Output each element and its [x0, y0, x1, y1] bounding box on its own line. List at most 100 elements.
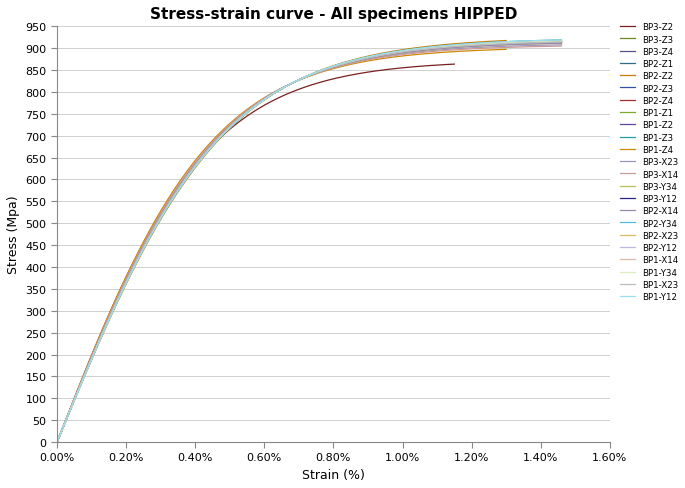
BP3-Z4 — [73, 390, 82, 396]
BP1-Y34 — [53, 439, 61, 445]
BP1-Z2 — [558, 40, 566, 46]
BP1-Z3 — [532, 39, 540, 44]
Line: BP3-X23: BP3-X23 — [57, 46, 562, 442]
BP1-Z1 — [147, 232, 155, 238]
BP3-Z4 — [53, 439, 61, 445]
BP3-X23 — [84, 364, 92, 370]
BP1-Y34 — [73, 390, 82, 396]
BP2-X14 — [147, 230, 155, 236]
BP1-X14 — [73, 390, 82, 396]
BP3-X23 — [532, 43, 540, 49]
BP3-Z3 — [558, 40, 566, 46]
Line: BP1-Z1: BP1-Z1 — [57, 42, 562, 442]
BP2-Y34 — [514, 41, 523, 46]
BP2-Z1 — [558, 40, 566, 46]
BP2-Y34 — [187, 169, 195, 175]
BP2-Y12 — [53, 439, 61, 445]
BP3-Z2 — [450, 62, 458, 68]
BP2-X23 — [502, 41, 510, 46]
BP1-Z4 — [502, 47, 510, 53]
BP2-X14 — [84, 365, 92, 371]
BP1-X14 — [532, 40, 540, 45]
BP1-Z1 — [514, 41, 523, 46]
BP2-Z3 — [84, 366, 92, 371]
BP3-X23 — [73, 389, 82, 395]
BP2-X23 — [136, 251, 145, 257]
BP1-Z1 — [73, 390, 82, 396]
BP1-X14 — [558, 39, 566, 45]
BP2-Z2 — [71, 396, 79, 402]
BP1-Z2 — [514, 41, 523, 47]
Y-axis label: Stress (Mpa): Stress (Mpa) — [7, 196, 20, 274]
BP3-Y34 — [532, 42, 540, 48]
BP2-Z4 — [532, 41, 540, 47]
BP3-Z3 — [73, 390, 82, 396]
BP2-Z2 — [80, 374, 88, 380]
BP3-Z3 — [187, 168, 195, 174]
BP3-X14 — [187, 165, 195, 171]
BP3-Z2 — [53, 439, 61, 445]
BP2-X14 — [187, 167, 195, 173]
BP2-Z3 — [147, 231, 155, 237]
BP3-Z2 — [77, 379, 85, 385]
BP2-X23 — [479, 41, 488, 47]
BP2-X23 — [80, 374, 88, 380]
BP2-Z2 — [464, 41, 472, 46]
BP3-Y12 — [84, 366, 92, 371]
BP3-X14 — [147, 228, 155, 234]
Line: BP2-Z4: BP2-Z4 — [57, 44, 562, 442]
BP1-Y34 — [187, 169, 195, 175]
BP3-Z4 — [514, 41, 523, 47]
BP3-Y12 — [187, 168, 195, 174]
BP1-Y12 — [84, 366, 92, 372]
BP3-Y34 — [53, 439, 61, 445]
BP3-Y12 — [532, 41, 540, 46]
BP3-Y34 — [73, 389, 82, 395]
BP2-Z4 — [558, 41, 566, 47]
Legend: BP3-Z2, BP3-Z3, BP3-Z4, BP2-Z1, BP2-Z2, BP2-Z3, BP2-Z4, BP1-Z1, BP1-Z2, BP1-Z3, : BP3-Z2, BP3-Z3, BP3-Z4, BP2-Z1, BP2-Z2, … — [620, 23, 678, 302]
BP1-Z2 — [147, 231, 155, 237]
BP2-Y34 — [532, 40, 540, 45]
BP2-Y34 — [84, 366, 92, 372]
BP3-X23 — [514, 44, 523, 50]
BP3-Y12 — [147, 231, 155, 237]
BP1-X23 — [187, 168, 195, 174]
BP3-Y12 — [558, 40, 566, 46]
BP2-Z3 — [53, 439, 61, 445]
BP1-Z2 — [73, 390, 82, 396]
X-axis label: Strain (%): Strain (%) — [302, 468, 365, 481]
BP3-Z2 — [430, 63, 438, 69]
BP3-Z2 — [69, 399, 77, 405]
BP3-Y34 — [558, 41, 566, 47]
Line: BP2-Z2: BP2-Z2 — [57, 41, 506, 442]
BP1-X23 — [84, 366, 92, 371]
BP1-Z4 — [136, 245, 145, 251]
BP2-Y34 — [147, 232, 155, 238]
BP2-Y34 — [73, 390, 82, 396]
BP2-Z1 — [53, 439, 61, 445]
BP2-Y12 — [147, 231, 155, 237]
Line: BP1-Z4: BP1-Z4 — [57, 50, 506, 442]
BP2-Z2 — [173, 191, 181, 197]
BP1-X23 — [514, 41, 523, 47]
BP3-X14 — [53, 439, 61, 445]
Line: BP2-X14: BP2-X14 — [57, 44, 562, 442]
BP3-X14 — [73, 388, 82, 394]
BP2-Z2 — [502, 39, 510, 44]
BP1-X14 — [514, 41, 523, 46]
Line: BP2-Y34: BP2-Y34 — [57, 42, 562, 442]
BP1-Z4 — [71, 393, 79, 399]
BP1-X23 — [53, 439, 61, 445]
BP3-Z3 — [514, 41, 523, 47]
BP2-Z3 — [73, 390, 82, 396]
BP1-Z3 — [73, 390, 82, 396]
BP2-Z4 — [84, 365, 92, 371]
BP2-Z4 — [514, 42, 523, 48]
Line: BP1-X14: BP1-X14 — [57, 42, 562, 442]
BP2-X23 — [173, 190, 181, 196]
BP3-Z4 — [532, 41, 540, 46]
BP3-Z4 — [558, 40, 566, 46]
BP3-X14 — [558, 44, 566, 50]
BP1-X14 — [53, 439, 61, 445]
BP3-Z3 — [84, 366, 92, 371]
